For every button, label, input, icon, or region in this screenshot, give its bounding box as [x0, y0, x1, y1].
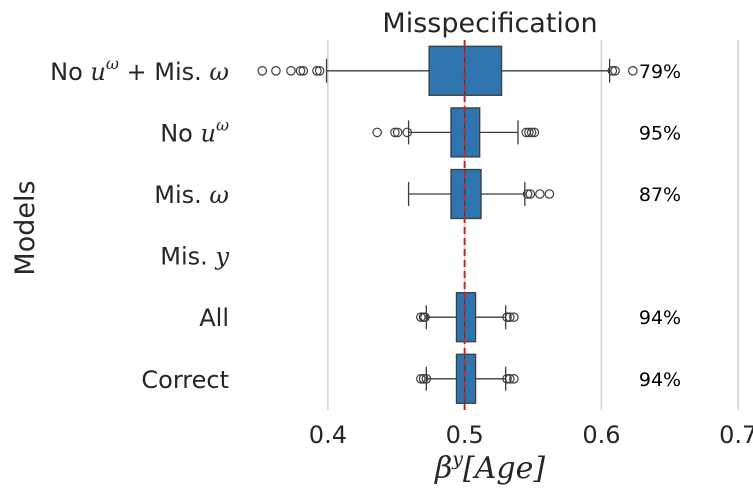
outlier-point: [526, 127, 537, 138]
y-tick-label: Mis. y: [160, 243, 229, 271]
outlier-point: [392, 127, 403, 138]
x-tick-label: 0.5: [446, 421, 484, 449]
outlier-point: [257, 66, 268, 76]
outlier-point: [418, 373, 429, 384]
outlier-point: [298, 66, 309, 76]
coverage-label: 95%: [639, 122, 681, 144]
outlier-point: [416, 312, 426, 322]
outlier-point: [502, 373, 512, 384]
outlier-point: [509, 373, 519, 384]
y-tick-label: No uω: [160, 115, 229, 147]
outlier-point: [544, 189, 555, 199]
coverage-label: 94%: [639, 369, 681, 391]
box-group: [416, 292, 519, 343]
y-tick-label: No uω + Mis. ω: [50, 54, 229, 86]
y-tick-label: Mis. ω: [154, 181, 229, 209]
outlier-point: [524, 127, 534, 138]
outlier-point: [525, 189, 536, 199]
x-tick-labels: 0.4 0.5 0.6 0.7: [309, 421, 753, 449]
outlier-point: [314, 66, 325, 76]
outlier-point: [402, 127, 413, 138]
outlier-point: [522, 189, 533, 199]
x-label-superscript: y: [451, 448, 463, 470]
outlier-point: [421, 373, 432, 384]
y-axis-label: Models: [10, 180, 41, 275]
outlier-point: [628, 66, 638, 76]
coverage-labels: 79% 95% 87% 94% 94%: [639, 61, 681, 391]
box-iqr: [455, 292, 477, 343]
outlier-point: [390, 127, 400, 138]
box-iqr: [455, 353, 477, 404]
x-label-bracket: [Age]: [463, 451, 545, 486]
coverage-label: 79%: [639, 61, 681, 83]
outlier-point: [295, 66, 306, 76]
x-tick-label: 0.4: [309, 421, 347, 449]
outlier-point: [420, 312, 430, 322]
outlier-point: [610, 66, 620, 76]
box-group: [372, 107, 540, 158]
outlier-point: [312, 66, 322, 76]
x-tick-label: 0.7: [719, 421, 753, 449]
x-gridlines: [327, 40, 739, 410]
outlier-point: [529, 127, 540, 138]
outlier-point: [504, 312, 515, 322]
outlier-point: [509, 312, 519, 322]
box-group: [416, 353, 519, 404]
outlier-point: [535, 189, 545, 199]
y-tick-label: Correct: [141, 366, 229, 394]
box-series: [257, 45, 638, 404]
y-tick-labels: No uω + Mis. ω No uω Mis. ω Mis. y All Correc…: [50, 54, 229, 394]
coverage-label: 94%: [639, 307, 681, 329]
outlier-point: [271, 66, 281, 76]
x-label-beta: β: [434, 451, 452, 486]
box-iqr: [450, 168, 482, 220]
outlier-point: [286, 66, 296, 76]
y-tick-label: All: [199, 304, 229, 332]
chart-title: Misspecification: [382, 8, 597, 39]
x-axis-label: βy[Age]: [434, 448, 545, 486]
x-tick-label: 0.6: [582, 421, 620, 449]
outlier-point: [607, 66, 618, 76]
box-group: [257, 45, 638, 96]
outlier-point: [372, 127, 382, 138]
outlier-point: [504, 373, 515, 384]
coverage-label: 87%: [639, 184, 681, 206]
box-group: [407, 168, 555, 220]
outlier-point: [502, 312, 512, 322]
outlier-point: [416, 373, 426, 384]
